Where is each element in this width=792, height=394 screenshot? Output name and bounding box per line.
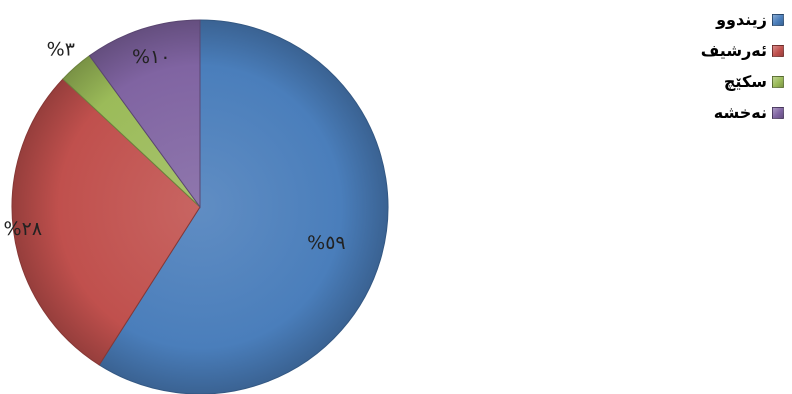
legend-swatch: [772, 75, 784, 88]
data-label-map: %١٠: [132, 46, 170, 68]
pie-data-labels: %٥٩ %٢٨ %٣ %١٠: [4, 38, 346, 254]
pie-slice-map: [88, 19, 201, 209]
legend-label: ئەرشیف: [700, 41, 767, 60]
pie-slice-archive: [11, 78, 201, 366]
legend-label: سکێچ: [723, 72, 767, 91]
legend-item-archive: ئەرشیف: [654, 35, 784, 66]
legend-item-sketch: سکێچ: [654, 66, 784, 97]
data-label-archive: %٢٨: [4, 218, 42, 240]
pie-slices: [11, 19, 389, 394]
chart-legend: زیندوو ئەرشیف سکێچ نەخشە: [654, 4, 784, 128]
legend-label: نەخشە: [713, 103, 767, 122]
legend-item-map: نەخشە: [654, 97, 784, 128]
data-label-sketch: %٣: [47, 38, 75, 60]
legend-swatch: [772, 13, 784, 26]
data-label-live: %٥٩: [307, 232, 345, 254]
legend-swatch: [772, 44, 784, 57]
legend-item-live: زیندوو: [654, 4, 784, 35]
legend-swatch: [772, 106, 784, 119]
legend-label: زیندوو: [716, 10, 767, 29]
